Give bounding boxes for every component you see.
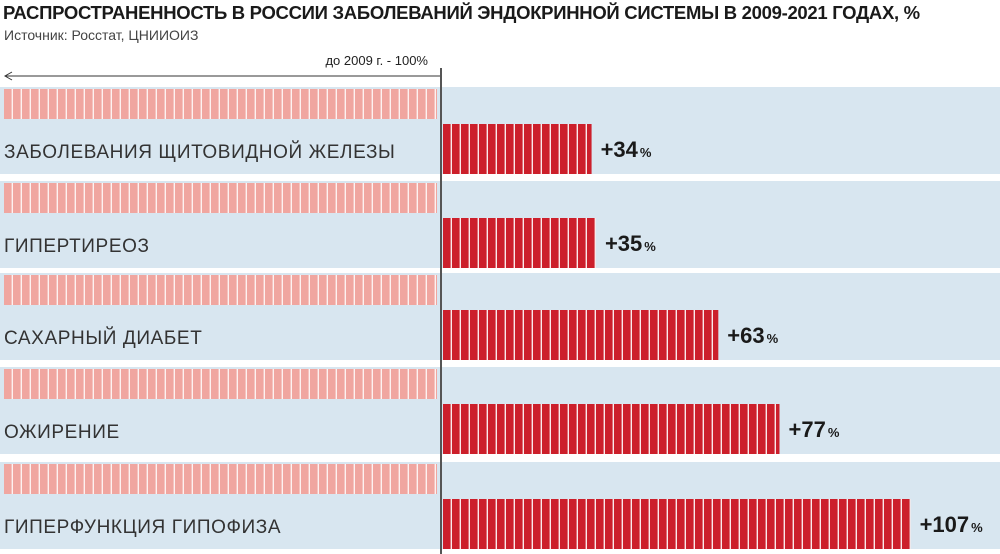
value-unit: % xyxy=(971,520,983,535)
chart-source: Источник: Росстат, ЦНИИОИЗ xyxy=(4,27,199,43)
baseline-label: до 2009 г. - 100% xyxy=(325,53,428,68)
value-unit: % xyxy=(767,331,779,346)
chart-title: РАСПРОСТРАНЕННОСТЬ В РОССИИ ЗАБОЛЕВАНИЙ … xyxy=(3,2,920,23)
increase-bar xyxy=(443,499,911,549)
baseline-marker: до 2009 г. - 100% xyxy=(3,53,440,81)
chart-rows: ЗАБОЛЕВАНИЯ ЩИТОВИДНОЙ ЖЕЛЕЗЫ +34 % ГИПЕРТИ… xyxy=(0,87,1000,549)
increase-bar xyxy=(443,310,719,360)
chart-row: ГИПЕРТИРЕОЗ +35% xyxy=(0,181,1000,268)
category-label: ОЖИРЕНИЕ xyxy=(4,422,120,443)
baseline-bar xyxy=(4,275,437,305)
increase-bar xyxy=(443,404,780,454)
increase-bar xyxy=(443,218,596,268)
baseline-bar xyxy=(4,464,437,494)
chart-row: ГИПЕРФУНКЦИЯ ГИПОФИЗА +107% xyxy=(0,462,1000,549)
value-unit: % xyxy=(640,145,652,160)
baseline-bar xyxy=(4,183,437,213)
category-label: ЗАБОЛЕВАНИЯ ЩИТОВИДНОЙ ЖЕЛЕЗЫ xyxy=(4,141,395,163)
baseline-arrow-head xyxy=(3,71,13,81)
category-label: ГИПЕРТИРЕОЗ xyxy=(4,236,150,257)
value-label: +34% xyxy=(601,137,652,162)
baseline-bar xyxy=(4,369,437,399)
increase-bar xyxy=(443,124,592,174)
category-label: САХАРНЫЙ ДИАБЕТ xyxy=(4,327,202,349)
chart-row: ЗАБОЛЕВАНИЯ ЩИТОВИДНОЙ ЖЕЛЕЗЫ +34% xyxy=(0,87,1000,174)
chart-row: ОЖИРЕНИЕ +77% xyxy=(0,367,1000,454)
category-label: ГИПЕРФУНКЦИЯ ГИПОФИЗА xyxy=(4,517,281,538)
value-unit: % xyxy=(644,239,656,254)
value-label: +63% xyxy=(727,323,778,348)
chart-row: САХАРНЫЙ ДИАБЕТ +63% xyxy=(0,273,1000,360)
value-unit: % xyxy=(828,425,840,440)
baseline-bar xyxy=(4,89,437,119)
